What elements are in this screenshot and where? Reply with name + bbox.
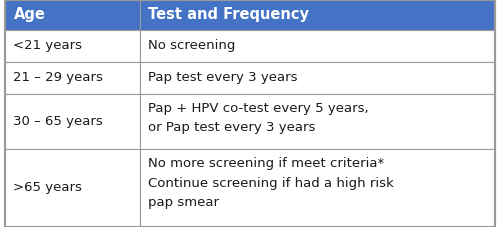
Bar <box>140 94 495 149</box>
Bar <box>140 30 495 62</box>
Text: No more screening if meet criteria*
Continue screening if had a high risk
pap sm: No more screening if meet criteria* Cont… <box>148 157 394 209</box>
Text: Pap test every 3 years: Pap test every 3 years <box>148 72 298 84</box>
Bar <box>6 149 140 227</box>
Bar <box>6 94 140 149</box>
Text: Age: Age <box>14 7 46 22</box>
Text: Pap + HPV co-test every 5 years,
or Pap test every 3 years: Pap + HPV co-test every 5 years, or Pap … <box>148 102 369 135</box>
Bar <box>6 30 140 62</box>
Text: 21 – 29 years: 21 – 29 years <box>14 72 103 84</box>
Bar <box>140 149 495 227</box>
Bar <box>6 0 140 30</box>
Text: <21 years: <21 years <box>14 39 83 52</box>
Text: >65 years: >65 years <box>14 182 82 195</box>
Bar <box>140 0 495 30</box>
Bar <box>140 62 495 94</box>
Text: Test and Frequency: Test and Frequency <box>148 7 310 22</box>
Bar <box>6 62 140 94</box>
Text: 30 – 65 years: 30 – 65 years <box>14 115 103 128</box>
Text: No screening: No screening <box>148 39 236 52</box>
